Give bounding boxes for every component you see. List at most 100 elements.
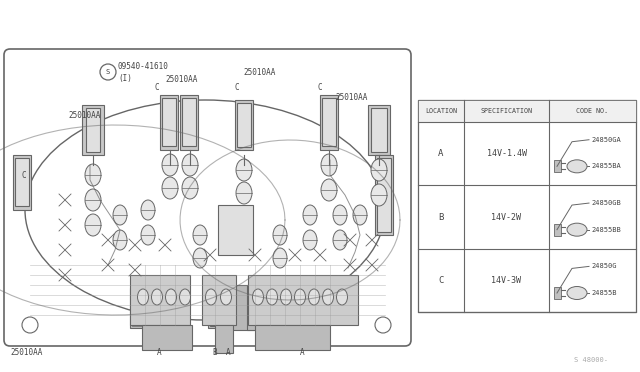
Text: A: A xyxy=(438,149,444,158)
Text: C: C xyxy=(317,83,323,92)
Text: 24850GA: 24850GA xyxy=(591,137,621,143)
Bar xyxy=(13,155,31,210)
Ellipse shape xyxy=(303,205,317,225)
Bar xyxy=(130,288,185,328)
Bar xyxy=(202,275,236,325)
Text: C: C xyxy=(155,83,159,92)
FancyBboxPatch shape xyxy=(4,49,411,346)
Ellipse shape xyxy=(337,289,348,305)
Bar xyxy=(418,100,636,122)
Bar xyxy=(377,158,391,232)
Bar xyxy=(130,275,190,325)
Ellipse shape xyxy=(303,230,317,250)
Text: 25010AA: 25010AA xyxy=(335,93,367,102)
Bar xyxy=(375,155,393,235)
Text: CODE NO.: CODE NO. xyxy=(577,108,609,114)
Bar xyxy=(182,98,196,146)
Ellipse shape xyxy=(567,160,587,173)
Bar xyxy=(210,290,226,326)
Ellipse shape xyxy=(85,214,101,236)
Bar xyxy=(180,95,198,150)
Ellipse shape xyxy=(179,289,191,305)
Bar xyxy=(15,158,29,206)
Bar xyxy=(132,290,143,326)
Bar xyxy=(255,325,330,350)
Ellipse shape xyxy=(85,189,101,211)
Bar xyxy=(248,275,358,325)
Ellipse shape xyxy=(166,289,177,305)
Bar xyxy=(247,285,327,330)
Ellipse shape xyxy=(162,154,178,176)
Ellipse shape xyxy=(333,230,347,250)
Text: S: S xyxy=(106,69,110,75)
Text: 24850G: 24850G xyxy=(591,263,616,269)
Ellipse shape xyxy=(308,289,319,305)
Text: 25010AA: 25010AA xyxy=(10,348,42,357)
Bar xyxy=(160,285,180,330)
Bar xyxy=(299,290,310,326)
Text: A: A xyxy=(226,348,230,357)
Bar xyxy=(160,95,178,150)
Text: 14V-1.4W: 14V-1.4W xyxy=(486,149,527,158)
Text: 24855B: 24855B xyxy=(591,290,616,296)
Text: 24850GB: 24850GB xyxy=(591,200,621,206)
Text: 25010AA: 25010AA xyxy=(68,111,100,120)
Ellipse shape xyxy=(193,225,207,245)
Text: 09540-41610: 09540-41610 xyxy=(118,62,169,71)
Ellipse shape xyxy=(266,289,278,305)
Ellipse shape xyxy=(253,289,264,305)
Ellipse shape xyxy=(141,225,155,245)
Bar xyxy=(171,290,182,326)
Ellipse shape xyxy=(280,289,291,305)
Bar xyxy=(215,325,233,353)
Text: 14V-3W: 14V-3W xyxy=(492,276,522,285)
Bar xyxy=(158,290,169,326)
Ellipse shape xyxy=(321,179,337,201)
Ellipse shape xyxy=(138,289,148,305)
Bar xyxy=(82,105,104,155)
Ellipse shape xyxy=(152,289,163,305)
Bar xyxy=(554,160,561,172)
Text: 25010AA: 25010AA xyxy=(243,68,275,77)
Ellipse shape xyxy=(371,184,387,206)
Bar xyxy=(368,105,390,155)
Ellipse shape xyxy=(193,248,207,268)
Text: (I): (I) xyxy=(118,74,132,83)
Ellipse shape xyxy=(294,289,305,305)
Ellipse shape xyxy=(205,289,216,305)
Ellipse shape xyxy=(236,159,252,181)
Text: C: C xyxy=(22,171,27,180)
Bar xyxy=(320,95,338,150)
Ellipse shape xyxy=(221,289,232,305)
Bar xyxy=(232,285,254,330)
Ellipse shape xyxy=(236,182,252,204)
Bar xyxy=(86,108,100,152)
Bar xyxy=(142,325,192,350)
Bar xyxy=(235,100,253,150)
Bar xyxy=(273,290,284,326)
Text: LOCATION: LOCATION xyxy=(425,108,457,114)
Ellipse shape xyxy=(162,177,178,199)
Ellipse shape xyxy=(371,159,387,181)
Text: A: A xyxy=(157,348,161,357)
Ellipse shape xyxy=(141,200,155,220)
Ellipse shape xyxy=(567,286,587,299)
Ellipse shape xyxy=(323,289,333,305)
Text: B: B xyxy=(438,212,444,221)
Bar xyxy=(162,98,176,146)
Ellipse shape xyxy=(85,164,101,186)
Ellipse shape xyxy=(182,154,198,176)
Text: C: C xyxy=(438,276,444,285)
Text: C: C xyxy=(235,83,239,92)
Ellipse shape xyxy=(273,225,287,245)
Bar xyxy=(286,290,297,326)
Bar xyxy=(371,108,387,152)
Ellipse shape xyxy=(353,205,367,225)
Text: A: A xyxy=(300,348,304,357)
Text: 25010AA: 25010AA xyxy=(165,75,197,84)
Text: B: B xyxy=(212,348,218,357)
Ellipse shape xyxy=(182,177,198,199)
Bar xyxy=(237,103,251,147)
Ellipse shape xyxy=(113,205,127,225)
Ellipse shape xyxy=(113,230,127,250)
